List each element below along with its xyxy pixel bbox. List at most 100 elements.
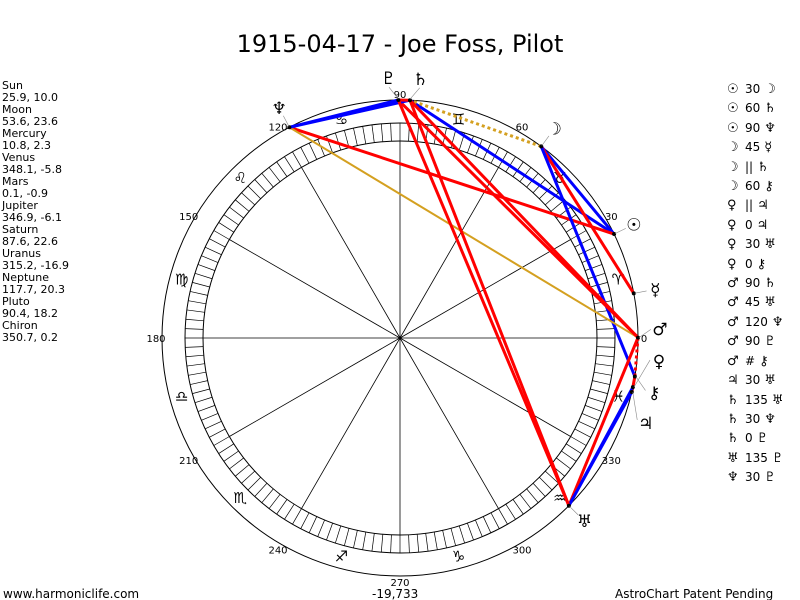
zodiac-sign-icon: ♈ [612, 271, 625, 289]
degree-tick [213, 436, 230, 446]
degree-tick [442, 530, 447, 548]
planet-glyph-icon: ☉ [727, 101, 739, 117]
degree-tick [574, 428, 591, 438]
aspect-row: ☽ || ♄ [727, 158, 784, 177]
degree-tick [526, 488, 539, 503]
degree-tick [433, 531, 438, 550]
planet-leader-line [409, 87, 420, 100]
degree-label: 60 [516, 123, 529, 134]
degree-tick [561, 450, 577, 462]
degree-tick [213, 230, 230, 240]
degree-tick [545, 470, 559, 484]
degree-tick [194, 396, 213, 403]
planet-leader-line [633, 359, 651, 388]
degree-label: 150 [179, 212, 198, 223]
planet-marker [612, 232, 617, 237]
website-link[interactable]: www.harmoniclife.com [3, 587, 140, 600]
degree-tick [578, 246, 596, 256]
planet-coords: 87.6, 22.6 [2, 235, 58, 248]
degree-tick [584, 264, 603, 271]
planet-glyph-icon: ♂ [727, 295, 739, 311]
zodiac-sign-icon: ♑ [452, 547, 465, 565]
degree-tick [371, 124, 375, 143]
degree-tick [300, 147, 310, 164]
aspect-type: 135 [745, 450, 768, 465]
degree-tick [218, 443, 235, 454]
degree-tick [344, 130, 350, 148]
aspect-row: ♂ 90 ♄ [727, 274, 784, 293]
aspect-line [408, 99, 571, 507]
degree-tick [519, 494, 532, 509]
degree-tick [595, 363, 614, 367]
degree-label: 180 [146, 334, 165, 345]
degree-tick [353, 128, 358, 146]
planet-glyph-icon: ☽ [727, 159, 739, 175]
aspect-row: ☉ 30 ☽ [727, 80, 784, 99]
degree-tick [185, 328, 204, 330]
planet-leader-line [632, 392, 638, 421]
aspect-row: ♄ 135 ♅ [727, 391, 784, 410]
degree-tick [596, 328, 615, 330]
spoke-line [229, 239, 401, 339]
planet-coords: 53.6, 23.6 [2, 115, 58, 128]
degree-tick [241, 192, 255, 206]
aspect-row: ♂ # ⚷ [727, 352, 784, 371]
degree-tick [408, 534, 410, 553]
aspect-line [567, 391, 634, 507]
degree-label: 330 [602, 456, 621, 467]
degree-tick [596, 354, 615, 358]
planet-glyph-icon: ☽ [727, 179, 739, 195]
planet-leader-line [635, 376, 646, 391]
aspect-row: ♆ 30 ♇ [727, 468, 784, 487]
degree-tick [467, 135, 474, 154]
degree-tick [241, 470, 255, 484]
degree-tick [592, 380, 610, 385]
degree-tick [482, 516, 492, 534]
planet-coords: 90.4, 18.2 [2, 307, 58, 320]
degree-tick [512, 161, 524, 177]
planet-coords: 117.7, 20.3 [2, 283, 65, 296]
planet-name: Uranus [2, 247, 41, 260]
degree-tick [308, 142, 318, 160]
planet-glyph-icon: ♄ [727, 431, 739, 447]
planet-glyph-icon: ⚷ [759, 353, 769, 369]
aspect-row: ♀ 0 ⚷ [727, 255, 784, 274]
planet-leader-line [614, 228, 626, 234]
planet-name: Mercury [2, 127, 47, 140]
degree-tick [254, 179, 268, 193]
degree-tick [570, 436, 587, 446]
aspect-row: ♅ 135 ♇ [727, 449, 784, 468]
degree-tick [556, 457, 571, 470]
aspect-row: ♀ || ♃ [727, 196, 784, 215]
spoke-line [399, 337, 571, 437]
degree-tick [390, 534, 392, 553]
aspect-row: ♀ 0 ♃ [727, 216, 784, 235]
degree-tick [209, 238, 226, 248]
zodiac-sign-icon: ♐ [335, 547, 348, 565]
aspect-line [539, 145, 636, 295]
degree-tick [185, 318, 204, 322]
planet-glyph-icon: ♇ [764, 470, 776, 486]
planet-leader-line [541, 135, 550, 146]
planet-glyph-icon: ♃ [727, 373, 739, 389]
degree-label: 240 [268, 545, 287, 556]
aspect-type: 90 [745, 276, 761, 291]
degree-tick [185, 354, 204, 358]
planet-glyph-icon: ♆ [764, 120, 776, 136]
degree-tick [317, 519, 325, 537]
planet-coords: 350.7, 0.2 [2, 331, 58, 344]
planet-name: Moon [2, 103, 32, 116]
planet-marker [407, 98, 412, 103]
degree-tick [247, 185, 261, 199]
degree-tick [505, 503, 516, 520]
aspect-row: ☉ 60 ♄ [727, 99, 784, 118]
degree-tick [590, 388, 608, 394]
degree-tick [581, 255, 599, 263]
aspect-line [397, 98, 640, 339]
aspect-line [288, 125, 615, 236]
degree-tick [539, 477, 553, 491]
degree-tick [475, 139, 483, 157]
degree-tick [185, 346, 204, 348]
degree-tick [300, 512, 310, 529]
